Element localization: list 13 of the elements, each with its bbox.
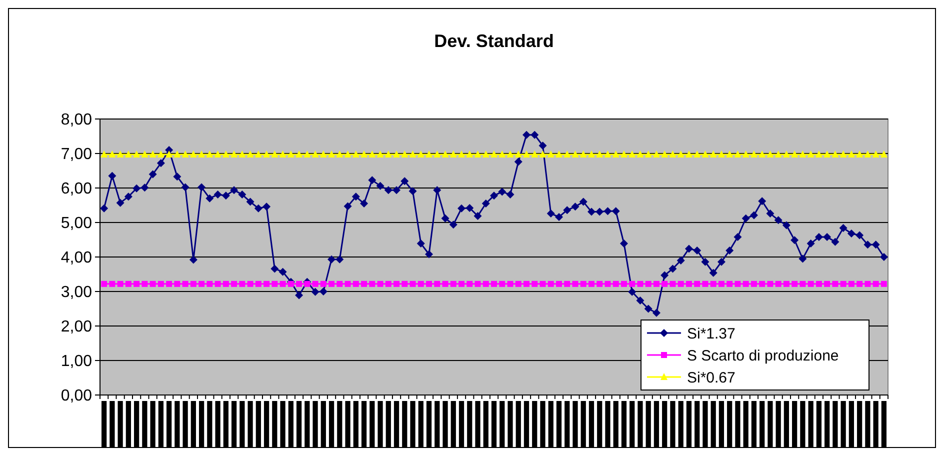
y-tick-label: 8,00 — [60, 112, 92, 129]
legend-label: Si*1.37 — [687, 325, 736, 342]
chart-title: Dev. Standard — [434, 31, 554, 51]
y-tick-label: 2,00 — [60, 318, 92, 336]
y-tick-label: 5,00 — [60, 215, 92, 232]
legend-label: Si*0.67 — [687, 369, 736, 386]
y-tick-label: 6,00 — [60, 180, 92, 198]
y-tick-label: 1,00 — [60, 353, 92, 370]
y-tick-label: 0,00 — [60, 388, 92, 405]
legend-label: S Scarto di produzione — [687, 347, 839, 364]
y-tick-label: 4,00 — [60, 250, 92, 267]
y-tick-label: 7,00 — [60, 146, 92, 164]
y-tick-label: 3,00 — [60, 284, 92, 302]
